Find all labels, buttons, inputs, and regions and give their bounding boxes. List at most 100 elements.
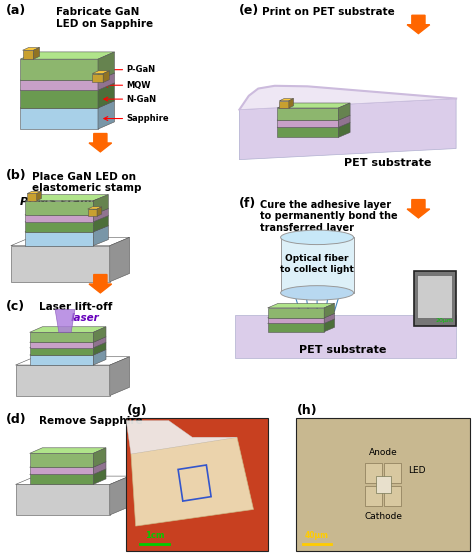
Polygon shape bbox=[20, 101, 115, 108]
Text: (e): (e) bbox=[239, 4, 260, 17]
Polygon shape bbox=[30, 342, 93, 348]
Text: (c): (c) bbox=[6, 300, 25, 313]
Text: LED: LED bbox=[408, 466, 426, 475]
Polygon shape bbox=[277, 127, 338, 137]
FancyArrow shape bbox=[89, 133, 112, 152]
Polygon shape bbox=[93, 209, 109, 222]
Polygon shape bbox=[338, 115, 350, 127]
Polygon shape bbox=[268, 319, 335, 324]
Text: Laser lift-off: Laser lift-off bbox=[39, 302, 112, 312]
Polygon shape bbox=[30, 453, 93, 467]
Polygon shape bbox=[268, 324, 324, 332]
Text: laser: laser bbox=[71, 313, 100, 323]
Ellipse shape bbox=[281, 230, 354, 244]
Polygon shape bbox=[30, 467, 93, 474]
Polygon shape bbox=[11, 237, 129, 246]
Polygon shape bbox=[93, 448, 106, 467]
Polygon shape bbox=[324, 319, 335, 332]
Polygon shape bbox=[98, 83, 115, 108]
Polygon shape bbox=[20, 52, 115, 59]
Polygon shape bbox=[20, 108, 98, 129]
Polygon shape bbox=[25, 222, 93, 232]
Text: (g): (g) bbox=[127, 403, 148, 417]
Text: (h): (h) bbox=[297, 403, 318, 417]
Polygon shape bbox=[279, 101, 289, 108]
Polygon shape bbox=[16, 484, 110, 515]
Text: 1cm: 1cm bbox=[145, 531, 164, 540]
Polygon shape bbox=[277, 120, 338, 127]
Polygon shape bbox=[27, 191, 41, 194]
Polygon shape bbox=[25, 201, 93, 215]
Polygon shape bbox=[16, 357, 129, 365]
Polygon shape bbox=[30, 342, 106, 348]
Polygon shape bbox=[93, 327, 106, 342]
Polygon shape bbox=[20, 90, 98, 108]
Polygon shape bbox=[55, 310, 75, 333]
Polygon shape bbox=[103, 71, 109, 83]
Polygon shape bbox=[30, 349, 106, 355]
Polygon shape bbox=[324, 304, 335, 318]
Polygon shape bbox=[25, 209, 109, 215]
Polygon shape bbox=[30, 474, 93, 484]
Polygon shape bbox=[25, 225, 109, 232]
Polygon shape bbox=[30, 469, 106, 474]
Polygon shape bbox=[384, 486, 401, 506]
Text: P-GaN: P-GaN bbox=[126, 65, 155, 74]
Polygon shape bbox=[34, 47, 39, 59]
Text: Optical fiber
to collect light: Optical fiber to collect light bbox=[280, 254, 354, 274]
Text: (d): (d) bbox=[6, 413, 27, 426]
Polygon shape bbox=[97, 207, 102, 217]
Text: Fabricate GaN
LED on Sapphire: Fabricate GaN LED on Sapphire bbox=[55, 7, 153, 28]
Polygon shape bbox=[92, 74, 103, 83]
Polygon shape bbox=[30, 336, 106, 342]
Polygon shape bbox=[281, 237, 354, 293]
Text: (a): (a) bbox=[6, 4, 27, 17]
Polygon shape bbox=[277, 115, 350, 120]
Polygon shape bbox=[93, 216, 109, 232]
Polygon shape bbox=[25, 195, 109, 201]
Polygon shape bbox=[338, 103, 350, 120]
Polygon shape bbox=[11, 246, 110, 282]
Polygon shape bbox=[277, 103, 350, 108]
Text: Remove Sapphire: Remove Sapphire bbox=[39, 416, 143, 426]
Polygon shape bbox=[93, 342, 106, 355]
Polygon shape bbox=[16, 365, 110, 396]
Text: N-GaN: N-GaN bbox=[126, 95, 156, 104]
Polygon shape bbox=[277, 108, 338, 120]
Polygon shape bbox=[25, 216, 109, 222]
Polygon shape bbox=[279, 99, 293, 101]
Polygon shape bbox=[20, 73, 115, 80]
Polygon shape bbox=[93, 461, 106, 474]
Polygon shape bbox=[88, 209, 97, 217]
Polygon shape bbox=[289, 99, 293, 108]
Polygon shape bbox=[296, 418, 470, 551]
Polygon shape bbox=[20, 59, 98, 80]
Polygon shape bbox=[375, 475, 391, 493]
Polygon shape bbox=[418, 275, 452, 318]
Text: 20μm: 20μm bbox=[436, 319, 454, 324]
Polygon shape bbox=[131, 437, 254, 526]
Polygon shape bbox=[30, 327, 106, 333]
Polygon shape bbox=[98, 101, 115, 129]
Polygon shape bbox=[239, 86, 456, 110]
Polygon shape bbox=[277, 122, 350, 127]
Polygon shape bbox=[27, 194, 36, 201]
Polygon shape bbox=[30, 448, 106, 453]
Polygon shape bbox=[98, 73, 115, 90]
Polygon shape bbox=[235, 315, 456, 358]
Polygon shape bbox=[324, 314, 335, 324]
Text: Sapphire: Sapphire bbox=[126, 114, 169, 123]
Polygon shape bbox=[93, 336, 106, 348]
Polygon shape bbox=[36, 191, 41, 201]
Polygon shape bbox=[268, 318, 324, 324]
Polygon shape bbox=[20, 80, 98, 90]
Polygon shape bbox=[25, 215, 93, 222]
Text: 40μm: 40μm bbox=[305, 531, 329, 540]
Polygon shape bbox=[30, 461, 106, 467]
Ellipse shape bbox=[281, 286, 354, 300]
Polygon shape bbox=[23, 50, 34, 59]
Polygon shape bbox=[30, 355, 93, 365]
Polygon shape bbox=[110, 237, 129, 282]
Polygon shape bbox=[365, 463, 382, 483]
Text: (b): (b) bbox=[6, 169, 27, 182]
